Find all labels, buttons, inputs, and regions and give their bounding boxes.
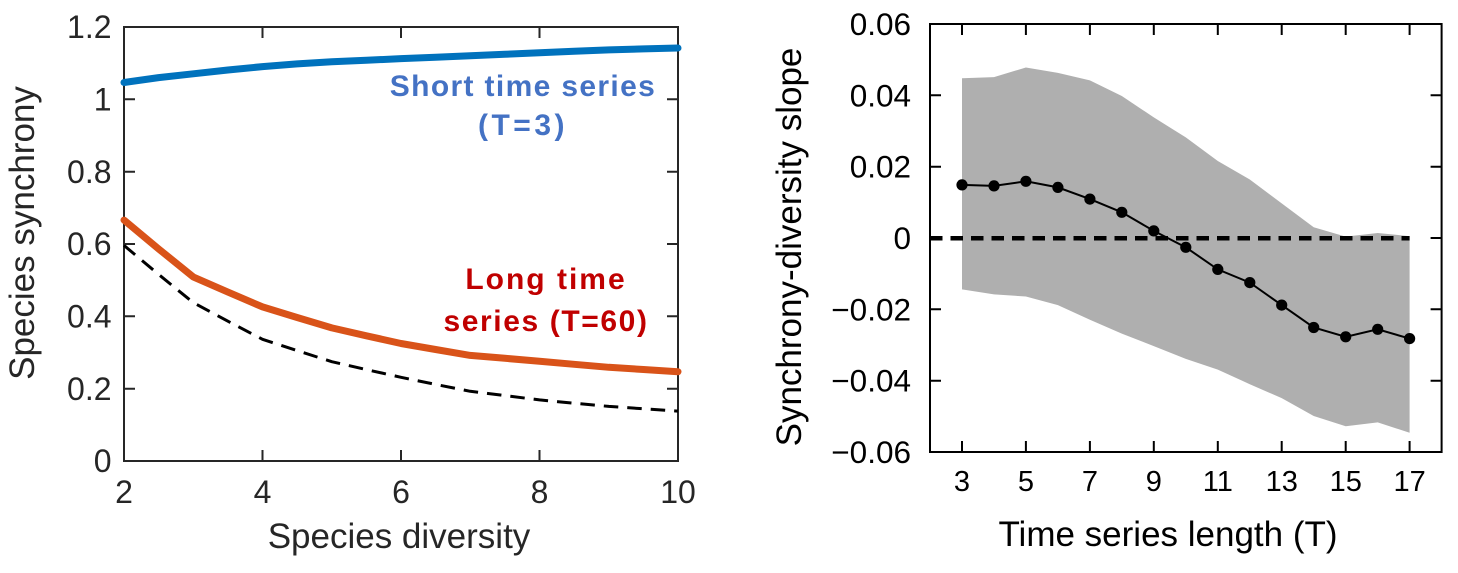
svg-text:2: 2	[115, 474, 133, 510]
svg-text:Species diversity: Species diversity	[268, 517, 531, 556]
svg-text:Species synchrony: Species synchrony	[3, 86, 42, 380]
svg-text:10: 10	[660, 474, 696, 510]
svg-text:17: 17	[1393, 466, 1425, 498]
svg-text:series (T=60): series (T=60)	[443, 305, 648, 338]
svg-text:−0.02: −0.02	[831, 291, 911, 327]
svg-text:Long time: Long time	[465, 263, 626, 296]
svg-text:Short time series: Short time series	[390, 70, 656, 103]
svg-text:11: 11	[1203, 466, 1233, 498]
svg-text:6: 6	[392, 474, 410, 510]
svg-text:13: 13	[1266, 466, 1298, 498]
svg-text:0.8: 0.8	[67, 154, 111, 190]
svg-text:3: 3	[954, 466, 970, 498]
svg-text:Time series length (T): Time series length (T)	[998, 515, 1337, 554]
svg-text:0: 0	[893, 220, 911, 256]
svg-text:1.2: 1.2	[67, 9, 111, 45]
svg-text:0.06: 0.06	[850, 6, 911, 42]
svg-text:8: 8	[531, 474, 549, 510]
svg-text:0.4: 0.4	[67, 299, 111, 335]
svg-text:0.6: 0.6	[67, 226, 111, 262]
svg-text:−0.06: −0.06	[831, 434, 911, 470]
svg-text:Synchrony-diversity slope: Synchrony-diversity slope	[770, 48, 809, 447]
svg-text:9: 9	[1146, 466, 1162, 498]
svg-text:7: 7	[1082, 466, 1098, 498]
svg-text:−0.04: −0.04	[831, 363, 911, 399]
svg-text:5: 5	[1018, 466, 1034, 498]
svg-text:0: 0	[94, 443, 112, 479]
svg-text:15: 15	[1330, 466, 1362, 498]
svg-text:0.2: 0.2	[67, 371, 111, 407]
svg-text:4: 4	[254, 474, 272, 510]
svg-text:0.02: 0.02	[850, 149, 911, 185]
svg-text:1: 1	[94, 82, 112, 118]
svg-text:0.04: 0.04	[850, 77, 911, 113]
svg-text:(T=3): (T=3)	[478, 109, 568, 142]
